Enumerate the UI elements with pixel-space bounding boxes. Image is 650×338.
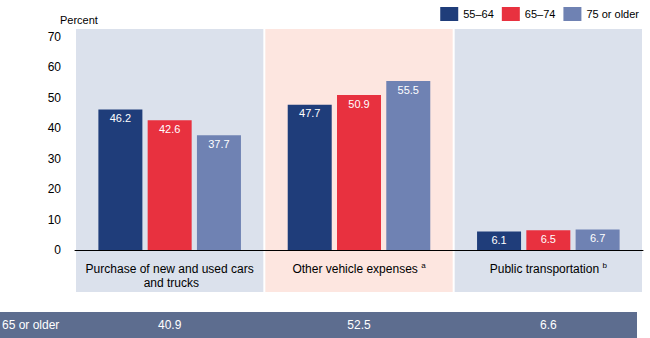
svg-text:52.5: 52.5: [347, 318, 371, 332]
svg-text:Percent: Percent: [60, 14, 98, 26]
svg-text:0: 0: [54, 243, 61, 257]
svg-text:55–64: 55–64: [463, 8, 494, 20]
svg-text:50.9: 50.9: [348, 98, 369, 110]
svg-text:b: b: [602, 261, 607, 270]
svg-text:42.6: 42.6: [159, 123, 180, 135]
svg-text:and trucks: and trucks: [140, 276, 199, 290]
svg-text:60: 60: [48, 60, 62, 74]
svg-text:37.7: 37.7: [208, 138, 229, 150]
svg-text:30: 30: [48, 152, 62, 166]
svg-text:Public transportation: Public transportation: [490, 262, 599, 276]
svg-text:50: 50: [48, 91, 62, 105]
svg-text:6.5: 6.5: [541, 233, 556, 245]
svg-text:Other vehicle expenses: Other vehicle expenses: [292, 262, 417, 276]
svg-text:6.1: 6.1: [491, 234, 506, 246]
svg-text:46.2: 46.2: [110, 112, 131, 124]
svg-text:55.5: 55.5: [398, 84, 419, 96]
svg-text:a: a: [421, 261, 426, 270]
svg-text:10: 10: [48, 213, 62, 227]
svg-text:70: 70: [48, 30, 62, 44]
svg-text:6.6: 6.6: [540, 318, 557, 332]
svg-text:47.7: 47.7: [299, 107, 320, 119]
svg-text:75 or older: 75 or older: [586, 8, 639, 20]
svg-text:6.7: 6.7: [590, 232, 605, 244]
svg-text:40: 40: [48, 121, 62, 135]
svg-text:Purchase of new and used cars: Purchase of new and used cars: [86, 262, 254, 276]
svg-text:20: 20: [48, 182, 62, 196]
svg-text:65–74: 65–74: [525, 8, 556, 20]
svg-text:40.9: 40.9: [158, 318, 182, 332]
svg-text:65 or older: 65 or older: [2, 318, 59, 332]
